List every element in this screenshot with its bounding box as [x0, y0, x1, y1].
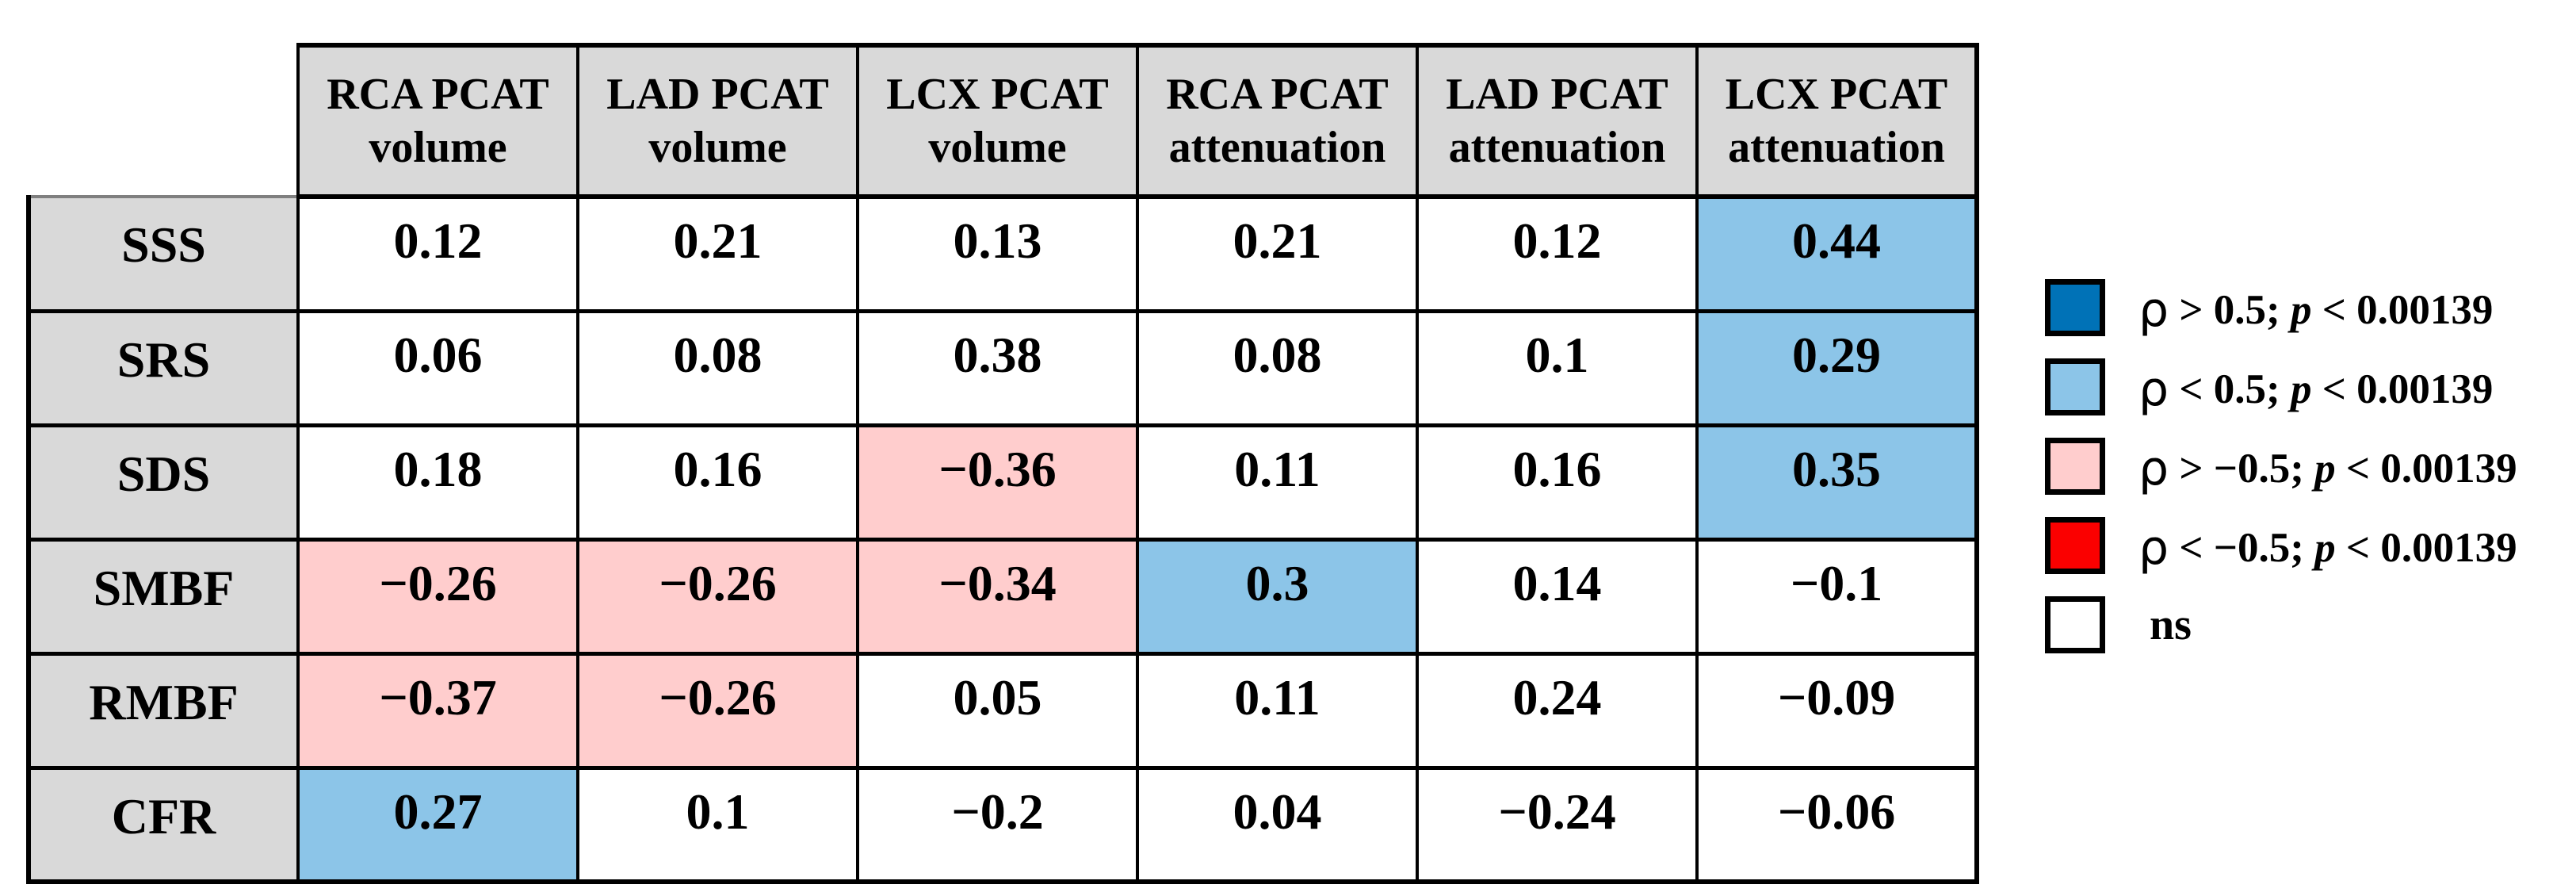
- legend: ρ > 0.5; p < 0.00139 ρ < 0.5; p < 0.0013…: [2045, 279, 2517, 676]
- legend-label-weak-negative: ρ > −0.5; p < 0.00139: [2138, 441, 2517, 496]
- legend-label-strong-positive: ρ > 0.5; p < 0.00139: [2138, 282, 2494, 338]
- cell-cfr-rca-volume: 0.27: [296, 765, 579, 884]
- cell-srs-lcx-attenuation: 0.29: [1695, 308, 1979, 427]
- cell-sss-rca-volume: 0.12: [296, 194, 579, 313]
- table-row-rmbf: RMBF −0.37 −0.26 0.05 0.11 0.24 −0.09: [26, 651, 1979, 770]
- legend-swatch-red: [2045, 517, 2105, 574]
- column-header-lad-pcat-volume: LAD PCAT volume: [576, 43, 859, 199]
- column-header-line2: attenuation: [1168, 122, 1386, 172]
- cell-rmbf-rca-attenuation: 0.11: [1136, 651, 1419, 770]
- column-header-line1: LAD PCAT: [606, 70, 829, 120]
- row-header-smbf: SMBF: [26, 537, 300, 656]
- header-row: RCA PCAT volume LAD PCAT volume LCX PCAT…: [29, 43, 1979, 199]
- cell-srs-lad-volume: 0.08: [576, 308, 859, 427]
- cell-sds-rca-volume: 0.18: [296, 423, 579, 542]
- cell-sds-rca-attenuation: 0.11: [1136, 423, 1419, 542]
- cell-cfr-lad-volume: 0.1: [576, 765, 859, 884]
- cell-cfr-lcx-volume: −0.2: [856, 765, 1139, 884]
- table-row-cfr: CFR 0.27 0.1 −0.2 0.04 −0.24 −0.06: [26, 765, 1979, 884]
- cell-sss-lad-volume: 0.21: [576, 194, 859, 313]
- cell-cfr-lad-attenuation: −0.24: [1416, 765, 1699, 884]
- cell-sss-lcx-attenuation: 0.44: [1695, 194, 1979, 313]
- column-header-line2: attenuation: [1728, 122, 1945, 172]
- column-header-lcx-pcat-volume: LCX PCAT volume: [856, 43, 1139, 199]
- cell-rmbf-lad-volume: −0.26: [576, 651, 859, 770]
- cell-sss-lcx-volume: 0.13: [856, 194, 1139, 313]
- cell-rmbf-lad-attenuation: 0.24: [1416, 651, 1699, 770]
- row-header-cfr: CFR: [26, 765, 300, 884]
- legend-item-not-significant: ns: [2045, 596, 2517, 653]
- column-header-line1: LAD PCAT: [1446, 70, 1668, 120]
- cell-sds-lad-volume: 0.16: [576, 423, 859, 542]
- table-corner-cell: [29, 45, 298, 197]
- legend-swatch-light-blue: [2045, 358, 2105, 415]
- row-header-rmbf: RMBF: [26, 651, 300, 770]
- column-header-line2: volume: [928, 122, 1067, 172]
- cell-cfr-rca-attenuation: 0.04: [1136, 765, 1419, 884]
- cell-sss-lad-attenuation: 0.12: [1416, 194, 1699, 313]
- table-row-srs: SRS 0.06 0.08 0.38 0.08 0.1 0.29: [26, 308, 1979, 427]
- legend-item-strong-negative: ρ < −0.5; p < 0.00139: [2045, 517, 2517, 574]
- cell-sds-lcx-attenuation: 0.35: [1695, 423, 1979, 542]
- cell-smbf-lad-attenuation: 0.14: [1416, 537, 1699, 656]
- legend-swatch-white: [2045, 596, 2105, 653]
- cell-rmbf-lcx-volume: 0.05: [856, 651, 1139, 770]
- cell-srs-lad-attenuation: 0.1: [1416, 308, 1699, 427]
- column-header-rca-pcat-attenuation: RCA PCAT attenuation: [1136, 43, 1419, 199]
- legend-swatch-dark-blue: [2045, 279, 2105, 336]
- column-header-lcx-pcat-attenuation: LCX PCAT attenuation: [1695, 43, 1979, 199]
- table-row-sds: SDS 0.18 0.16 −0.36 0.11 0.16 0.35: [26, 423, 1979, 542]
- column-header-line1: RCA PCAT: [327, 70, 549, 120]
- cell-srs-rca-attenuation: 0.08: [1136, 308, 1419, 427]
- column-header-line1: LCX PCAT: [886, 70, 1109, 120]
- table-row-smbf: SMBF −0.26 −0.26 −0.34 0.3 0.14 −0.1: [26, 537, 1979, 656]
- cell-cfr-lcx-attenuation: −0.06: [1695, 765, 1979, 884]
- column-header-rca-pcat-volume: RCA PCAT volume: [296, 43, 579, 199]
- legend-label-strong-negative: ρ < −0.5; p < 0.00139: [2138, 520, 2517, 576]
- cell-rmbf-rca-volume: −0.37: [296, 651, 579, 770]
- cell-smbf-lad-volume: −0.26: [576, 537, 859, 656]
- legend-label-not-significant: ns: [2150, 600, 2192, 649]
- cell-smbf-lcx-attenuation: −0.1: [1695, 537, 1979, 656]
- correlation-matrix: RCA PCAT volume LAD PCAT volume LCX PCAT…: [26, 43, 1979, 884]
- row-header-sds: SDS: [26, 423, 300, 542]
- cell-smbf-rca-attenuation: 0.3: [1136, 537, 1419, 656]
- table-row-sss: SSS 0.12 0.21 0.13 0.21 0.12 0.44: [26, 194, 1979, 313]
- legend-swatch-pink: [2045, 438, 2105, 495]
- legend-item-weak-negative: ρ > −0.5; p < 0.00139: [2045, 438, 2517, 495]
- column-header-line1: RCA PCAT: [1166, 70, 1389, 120]
- cell-rmbf-lcx-attenuation: −0.09: [1695, 651, 1979, 770]
- legend-label-weak-positive: ρ < 0.5; p < 0.00139: [2138, 362, 2494, 417]
- legend-item-strong-positive: ρ > 0.5; p < 0.00139: [2045, 279, 2517, 336]
- row-header-sss: SSS: [26, 195, 300, 313]
- column-header-line1: LCX PCAT: [1725, 70, 1948, 120]
- column-header-line2: volume: [369, 122, 507, 172]
- cell-srs-rca-volume: 0.06: [296, 308, 579, 427]
- column-header-line2: attenuation: [1448, 122, 1666, 172]
- legend-item-weak-positive: ρ < 0.5; p < 0.00139: [2045, 358, 2517, 415]
- correlation-table: RCA PCAT volume LAD PCAT volume LCX PCAT…: [26, 43, 1979, 884]
- cell-smbf-rca-volume: −0.26: [296, 537, 579, 656]
- column-header-line2: volume: [648, 122, 787, 172]
- row-header-srs: SRS: [26, 308, 300, 427]
- cell-sss-rca-attenuation: 0.21: [1136, 194, 1419, 313]
- cell-smbf-lcx-volume: −0.34: [856, 537, 1139, 656]
- cell-sds-lad-attenuation: 0.16: [1416, 423, 1699, 542]
- cell-srs-lcx-volume: 0.38: [856, 308, 1139, 427]
- column-header-lad-pcat-attenuation: LAD PCAT attenuation: [1416, 43, 1699, 199]
- cell-sds-lcx-volume: −0.36: [856, 423, 1139, 542]
